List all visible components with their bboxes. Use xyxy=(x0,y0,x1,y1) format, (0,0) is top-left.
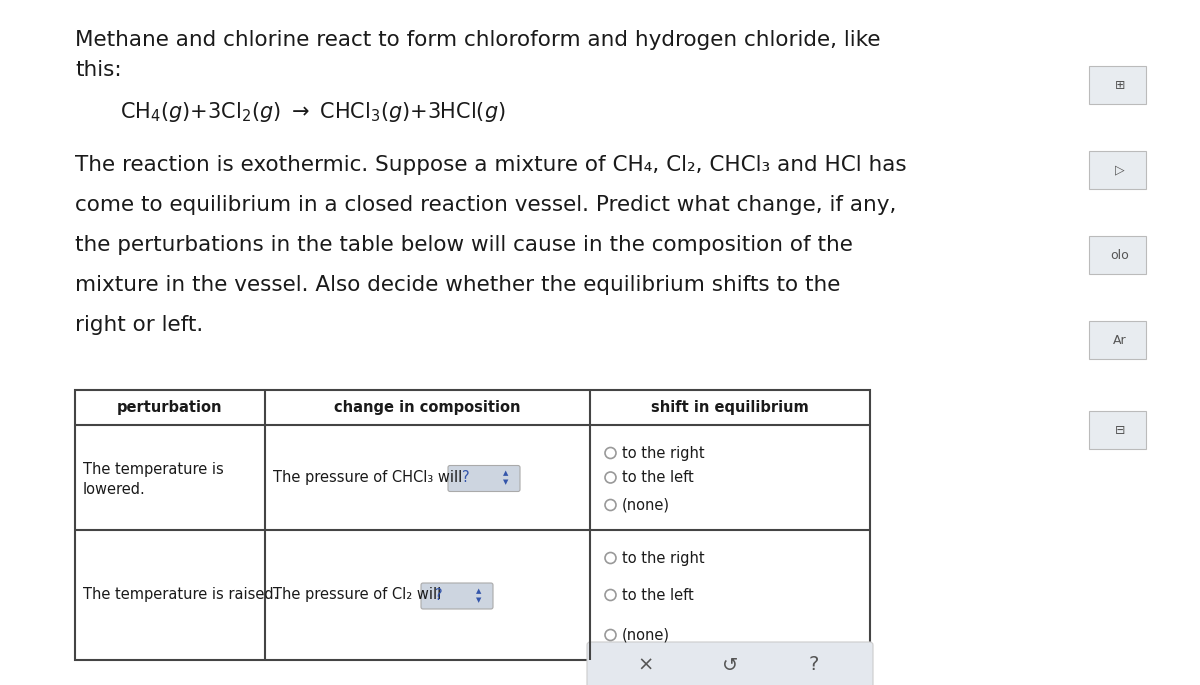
Text: to the right: to the right xyxy=(622,445,704,460)
Text: right or left.: right or left. xyxy=(74,315,203,335)
Text: The temperature is: The temperature is xyxy=(83,462,223,477)
Text: the perturbations in the table below will cause in the composition of the: the perturbations in the table below wil… xyxy=(74,235,853,255)
Text: Ar: Ar xyxy=(1114,334,1127,347)
FancyBboxPatch shape xyxy=(448,466,520,492)
Text: perturbation: perturbation xyxy=(118,400,223,415)
Text: CH$_4$($\it{g}$)+3Cl$_2$($\it{g}$) $\rightarrow$ CHCl$_3$($\it{g}$)+3HCl($\it{g}: CH$_4$($\it{g}$)+3Cl$_2$($\it{g}$) $\rig… xyxy=(120,100,505,124)
Text: ▼: ▼ xyxy=(476,597,481,603)
Text: ?: ? xyxy=(462,470,469,485)
Text: olo: olo xyxy=(1111,249,1129,262)
Text: The reaction is exothermic. Suppose a mixture of CH₄, Cl₂, CHCl₃ and HCl has: The reaction is exothermic. Suppose a mi… xyxy=(74,155,907,175)
Text: mixture in the vessel. Also decide whether the equilibrium shifts to the: mixture in the vessel. Also decide wheth… xyxy=(74,275,840,295)
Text: ⊟: ⊟ xyxy=(1115,423,1126,436)
Text: The pressure of Cl₂ will: The pressure of Cl₂ will xyxy=(274,588,442,603)
Text: ⊞: ⊞ xyxy=(1115,79,1126,92)
Text: come to equilibrium in a closed reaction vessel. Predict what change, if any,: come to equilibrium in a closed reaction… xyxy=(74,195,896,215)
FancyBboxPatch shape xyxy=(1090,66,1146,104)
FancyBboxPatch shape xyxy=(1090,321,1146,359)
Text: to the left: to the left xyxy=(622,470,694,485)
Text: Methane and chlorine react to form chloroform and hydrogen chloride, like: Methane and chlorine react to form chlor… xyxy=(74,30,881,50)
Text: lowered.: lowered. xyxy=(83,482,145,497)
Text: ▲: ▲ xyxy=(476,588,481,594)
Text: shift in equilibrium: shift in equilibrium xyxy=(652,400,809,415)
Text: ▼: ▼ xyxy=(503,479,509,486)
Text: ▲: ▲ xyxy=(503,471,509,477)
Text: to the right: to the right xyxy=(622,551,704,566)
FancyBboxPatch shape xyxy=(421,583,493,609)
Text: ?: ? xyxy=(436,588,443,603)
Text: (none): (none) xyxy=(622,497,670,512)
Circle shape xyxy=(605,590,616,601)
Text: ↺: ↺ xyxy=(722,656,738,675)
Circle shape xyxy=(605,499,616,510)
FancyBboxPatch shape xyxy=(1090,236,1146,274)
Text: ×: × xyxy=(638,656,654,675)
Text: (none): (none) xyxy=(622,627,670,643)
Text: change in composition: change in composition xyxy=(335,400,521,415)
Circle shape xyxy=(605,472,616,483)
Circle shape xyxy=(605,630,616,640)
Circle shape xyxy=(605,553,616,564)
FancyBboxPatch shape xyxy=(1090,411,1146,449)
Text: this:: this: xyxy=(74,60,121,80)
Bar xyxy=(74,390,870,660)
Circle shape xyxy=(605,447,616,458)
Text: ▷: ▷ xyxy=(1115,164,1124,177)
FancyBboxPatch shape xyxy=(1090,151,1146,189)
FancyBboxPatch shape xyxy=(587,642,874,685)
Text: The temperature is raised.: The temperature is raised. xyxy=(83,588,278,603)
Text: ?: ? xyxy=(809,656,820,675)
Text: The pressure of CHCl₃ will: The pressure of CHCl₃ will xyxy=(274,470,462,485)
Text: to the left: to the left xyxy=(622,588,694,603)
